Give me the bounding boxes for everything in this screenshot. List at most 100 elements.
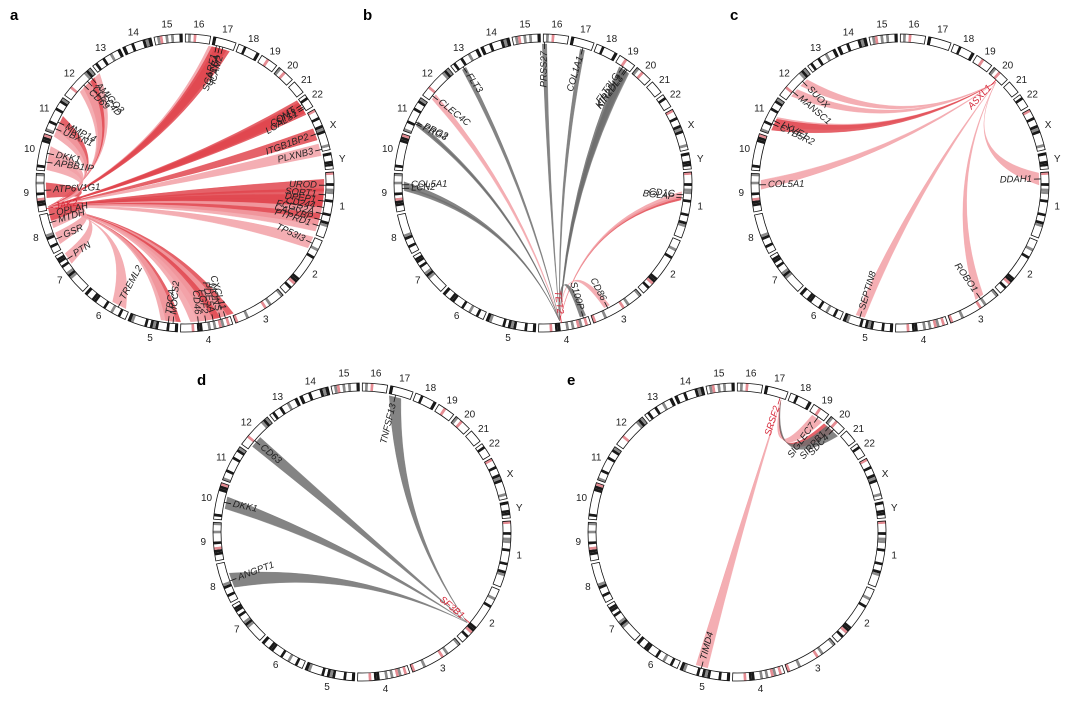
band [554,323,559,332]
chromosome-outline [644,397,676,422]
chromosome-4: 4 [357,665,411,695]
gene-tick [581,311,584,319]
band [89,291,97,300]
band [453,418,461,427]
band [913,34,918,43]
gene-tick [46,206,54,209]
band [323,152,332,157]
chromosome-label: 5 [505,333,511,344]
band [755,384,760,393]
band [434,404,442,413]
band [107,54,114,63]
band [753,384,758,393]
chromosome-outline [779,67,811,101]
gene-tick [57,121,65,126]
band [425,398,432,408]
band [243,310,250,319]
band [41,141,50,147]
band [632,67,640,76]
band [326,668,332,678]
band [304,104,313,111]
band [446,643,454,652]
band [588,541,597,545]
chromosome-label: 18 [963,34,975,45]
band [999,281,1007,289]
band [701,668,707,678]
band [444,410,452,420]
band [412,662,419,672]
band [323,206,332,212]
band [466,624,475,632]
band [409,114,418,122]
chromosome-6: 6 [799,287,844,322]
band [681,206,690,212]
band [1038,204,1048,209]
band [613,446,622,454]
band [293,88,302,96]
band [67,269,76,278]
band [446,412,454,421]
band [502,523,511,527]
band [588,42,595,51]
band [498,492,507,498]
band [597,477,606,483]
band [852,611,861,618]
band [796,73,805,82]
band [501,509,510,514]
chromosome-13: 13 [807,43,839,73]
band [834,424,843,433]
band [424,90,433,98]
band [394,176,403,180]
chromosome-label: 2 [1027,269,1033,280]
band [235,605,244,613]
band [325,193,334,198]
band [593,313,600,323]
band [373,672,378,681]
band [441,71,450,80]
band [537,34,541,43]
band [233,603,242,611]
gene-label-dkk1: DKK1 [55,150,82,166]
band [414,104,423,112]
band [300,97,309,104]
band [314,124,324,131]
band [665,109,674,116]
chromosome-outline [867,520,887,588]
band [856,317,862,327]
band [662,104,671,111]
band [470,306,477,315]
chromosome-outline [680,152,692,171]
band [308,111,318,119]
band [494,41,500,50]
band [228,593,237,600]
band [979,297,987,306]
band [817,300,825,309]
band [677,138,686,144]
gene-tick [87,80,93,87]
chromosome-16: 16 [361,368,389,394]
band [450,639,458,648]
band [745,383,749,392]
band [843,622,852,630]
band [399,667,405,676]
band [804,401,812,410]
band [786,83,795,92]
chromosome-4: 4 [538,316,592,346]
band [117,48,124,58]
band [295,268,304,276]
band [437,75,446,84]
band [298,94,307,102]
band [320,219,329,225]
band [901,323,904,332]
band [299,395,306,404]
band [614,612,623,620]
band [631,290,639,299]
band [1026,116,1035,123]
chromosome-17: 17 [388,373,414,401]
chromosome-label: 13 [272,392,284,403]
chromosome-outline [299,386,331,405]
band [860,596,870,604]
band [654,266,664,274]
band [955,311,962,320]
